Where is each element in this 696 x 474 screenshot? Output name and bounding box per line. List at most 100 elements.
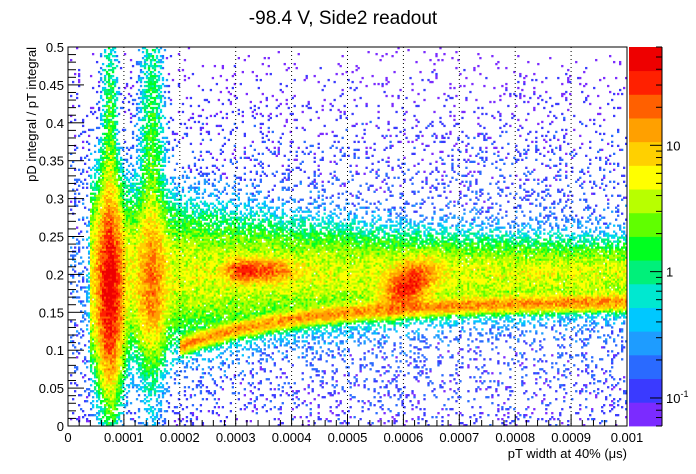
heatmap-cell — [101, 268, 105, 271]
heatmap-cell — [115, 172, 119, 175]
heatmap-cell — [119, 232, 123, 235]
heatmap-cell — [151, 316, 155, 319]
heatmap-cell — [89, 196, 93, 199]
heatmap-cell — [103, 230, 107, 233]
heatmap-cell — [157, 320, 161, 323]
heatmap-cell — [155, 276, 159, 279]
heatmap-cell — [89, 332, 93, 335]
heatmap-cell — [145, 202, 149, 205]
heatmap-cell — [107, 282, 111, 285]
heatmap-cell — [153, 126, 157, 130]
heatmap-cell — [113, 252, 117, 255]
heatmap-cell — [113, 364, 117, 367]
heatmap-cell — [109, 166, 113, 169]
heatmap-cell — [107, 126, 111, 130]
heatmap-cell — [145, 206, 149, 209]
heatmap-cell — [137, 326, 141, 329]
heatmap-cell — [109, 296, 113, 299]
heatmap-cell — [113, 342, 117, 345]
heatmap-cell — [141, 282, 145, 285]
heatmap-cell — [147, 314, 151, 317]
heatmap-cell — [91, 356, 95, 359]
heatmap-cell — [143, 94, 147, 98]
heatmap-cell — [141, 334, 145, 337]
heatmap-cell — [127, 238, 131, 241]
heatmap-cell — [109, 160, 113, 163]
heatmap-cell — [157, 312, 161, 315]
heatmap-cell — [117, 386, 121, 389]
heatmap-cell — [151, 54, 155, 58]
heatmap-cell — [113, 266, 117, 269]
heatmap-cell — [145, 100, 149, 104]
heatmap-cell — [155, 286, 159, 289]
heatmap-cell — [101, 242, 105, 245]
heatmap-cell — [131, 340, 135, 343]
heatmap-cell — [97, 284, 101, 287]
heatmap-cell — [143, 230, 147, 233]
heatmap-cell — [155, 206, 159, 209]
heatmap-cell — [113, 100, 117, 104]
heatmap-cell — [93, 284, 97, 287]
heatmap-cell — [151, 70, 155, 74]
heatmap-cell — [153, 390, 157, 393]
heatmap-cell — [83, 130, 87, 134]
heatmap-cell — [109, 90, 113, 94]
heatmap-cell — [109, 398, 113, 401]
heatmap-cell — [145, 134, 149, 138]
heatmap-cell — [85, 314, 89, 317]
heatmap-cell — [93, 202, 97, 205]
heatmap-cell — [151, 136, 155, 140]
heatmap-cell — [153, 220, 157, 223]
heatmap-cell — [129, 282, 133, 285]
heatmap-cell — [149, 94, 153, 98]
heatmap-cell — [143, 302, 147, 305]
heatmap-cell — [157, 116, 161, 120]
heatmap-cell — [129, 94, 133, 98]
heatmap-cell — [151, 338, 155, 341]
heatmap-cell — [155, 122, 159, 126]
heatmap-cell — [125, 204, 129, 207]
heatmap-cell — [105, 390, 109, 393]
heatmap-cell — [151, 198, 155, 201]
heatmap-cell — [147, 400, 151, 403]
heatmap-cell — [85, 114, 89, 118]
heatmap-cell — [95, 180, 99, 183]
heatmap-cell — [153, 72, 157, 76]
heatmap-cell — [139, 368, 143, 371]
heatmap-cell — [115, 58, 119, 62]
heatmap-cell — [121, 382, 125, 385]
heatmap-cell — [139, 208, 143, 211]
heatmap-cell — [83, 156, 87, 159]
heatmap-cell — [103, 388, 107, 391]
heatmap-cell — [145, 312, 149, 315]
heatmap-cell — [105, 220, 109, 223]
heatmap-cell — [101, 318, 105, 321]
heatmap-cell — [147, 372, 151, 375]
heatmap-cell — [149, 272, 153, 275]
heatmap-cell — [87, 276, 91, 279]
heatmap-cell — [93, 392, 97, 395]
heatmap-cell — [113, 114, 117, 118]
heatmap-cell — [103, 300, 107, 303]
heatmap-cell — [123, 350, 127, 353]
heatmap-cell — [157, 262, 161, 265]
heatmap-cell — [121, 308, 125, 311]
heatmap-cell — [129, 234, 133, 237]
heatmap-cell — [149, 148, 153, 152]
heatmap-cell — [115, 338, 119, 341]
heatmap-cell — [111, 218, 115, 221]
heatmap-cell — [157, 228, 161, 231]
heatmap-cell — [109, 336, 113, 339]
heatmap-cell — [109, 314, 113, 317]
heatmap-cell — [95, 200, 99, 203]
heatmap-cell — [93, 318, 97, 321]
heatmap-cell — [137, 216, 141, 219]
heatmap-cell — [151, 236, 155, 239]
heatmap-cell — [125, 220, 129, 223]
heatmap-cell — [127, 300, 131, 303]
heatmap-cell — [113, 366, 117, 369]
heatmap-cell — [149, 290, 153, 293]
heatmap-cell — [103, 272, 107, 275]
heatmap-cell — [127, 184, 131, 187]
heatmap-cell — [121, 298, 125, 301]
